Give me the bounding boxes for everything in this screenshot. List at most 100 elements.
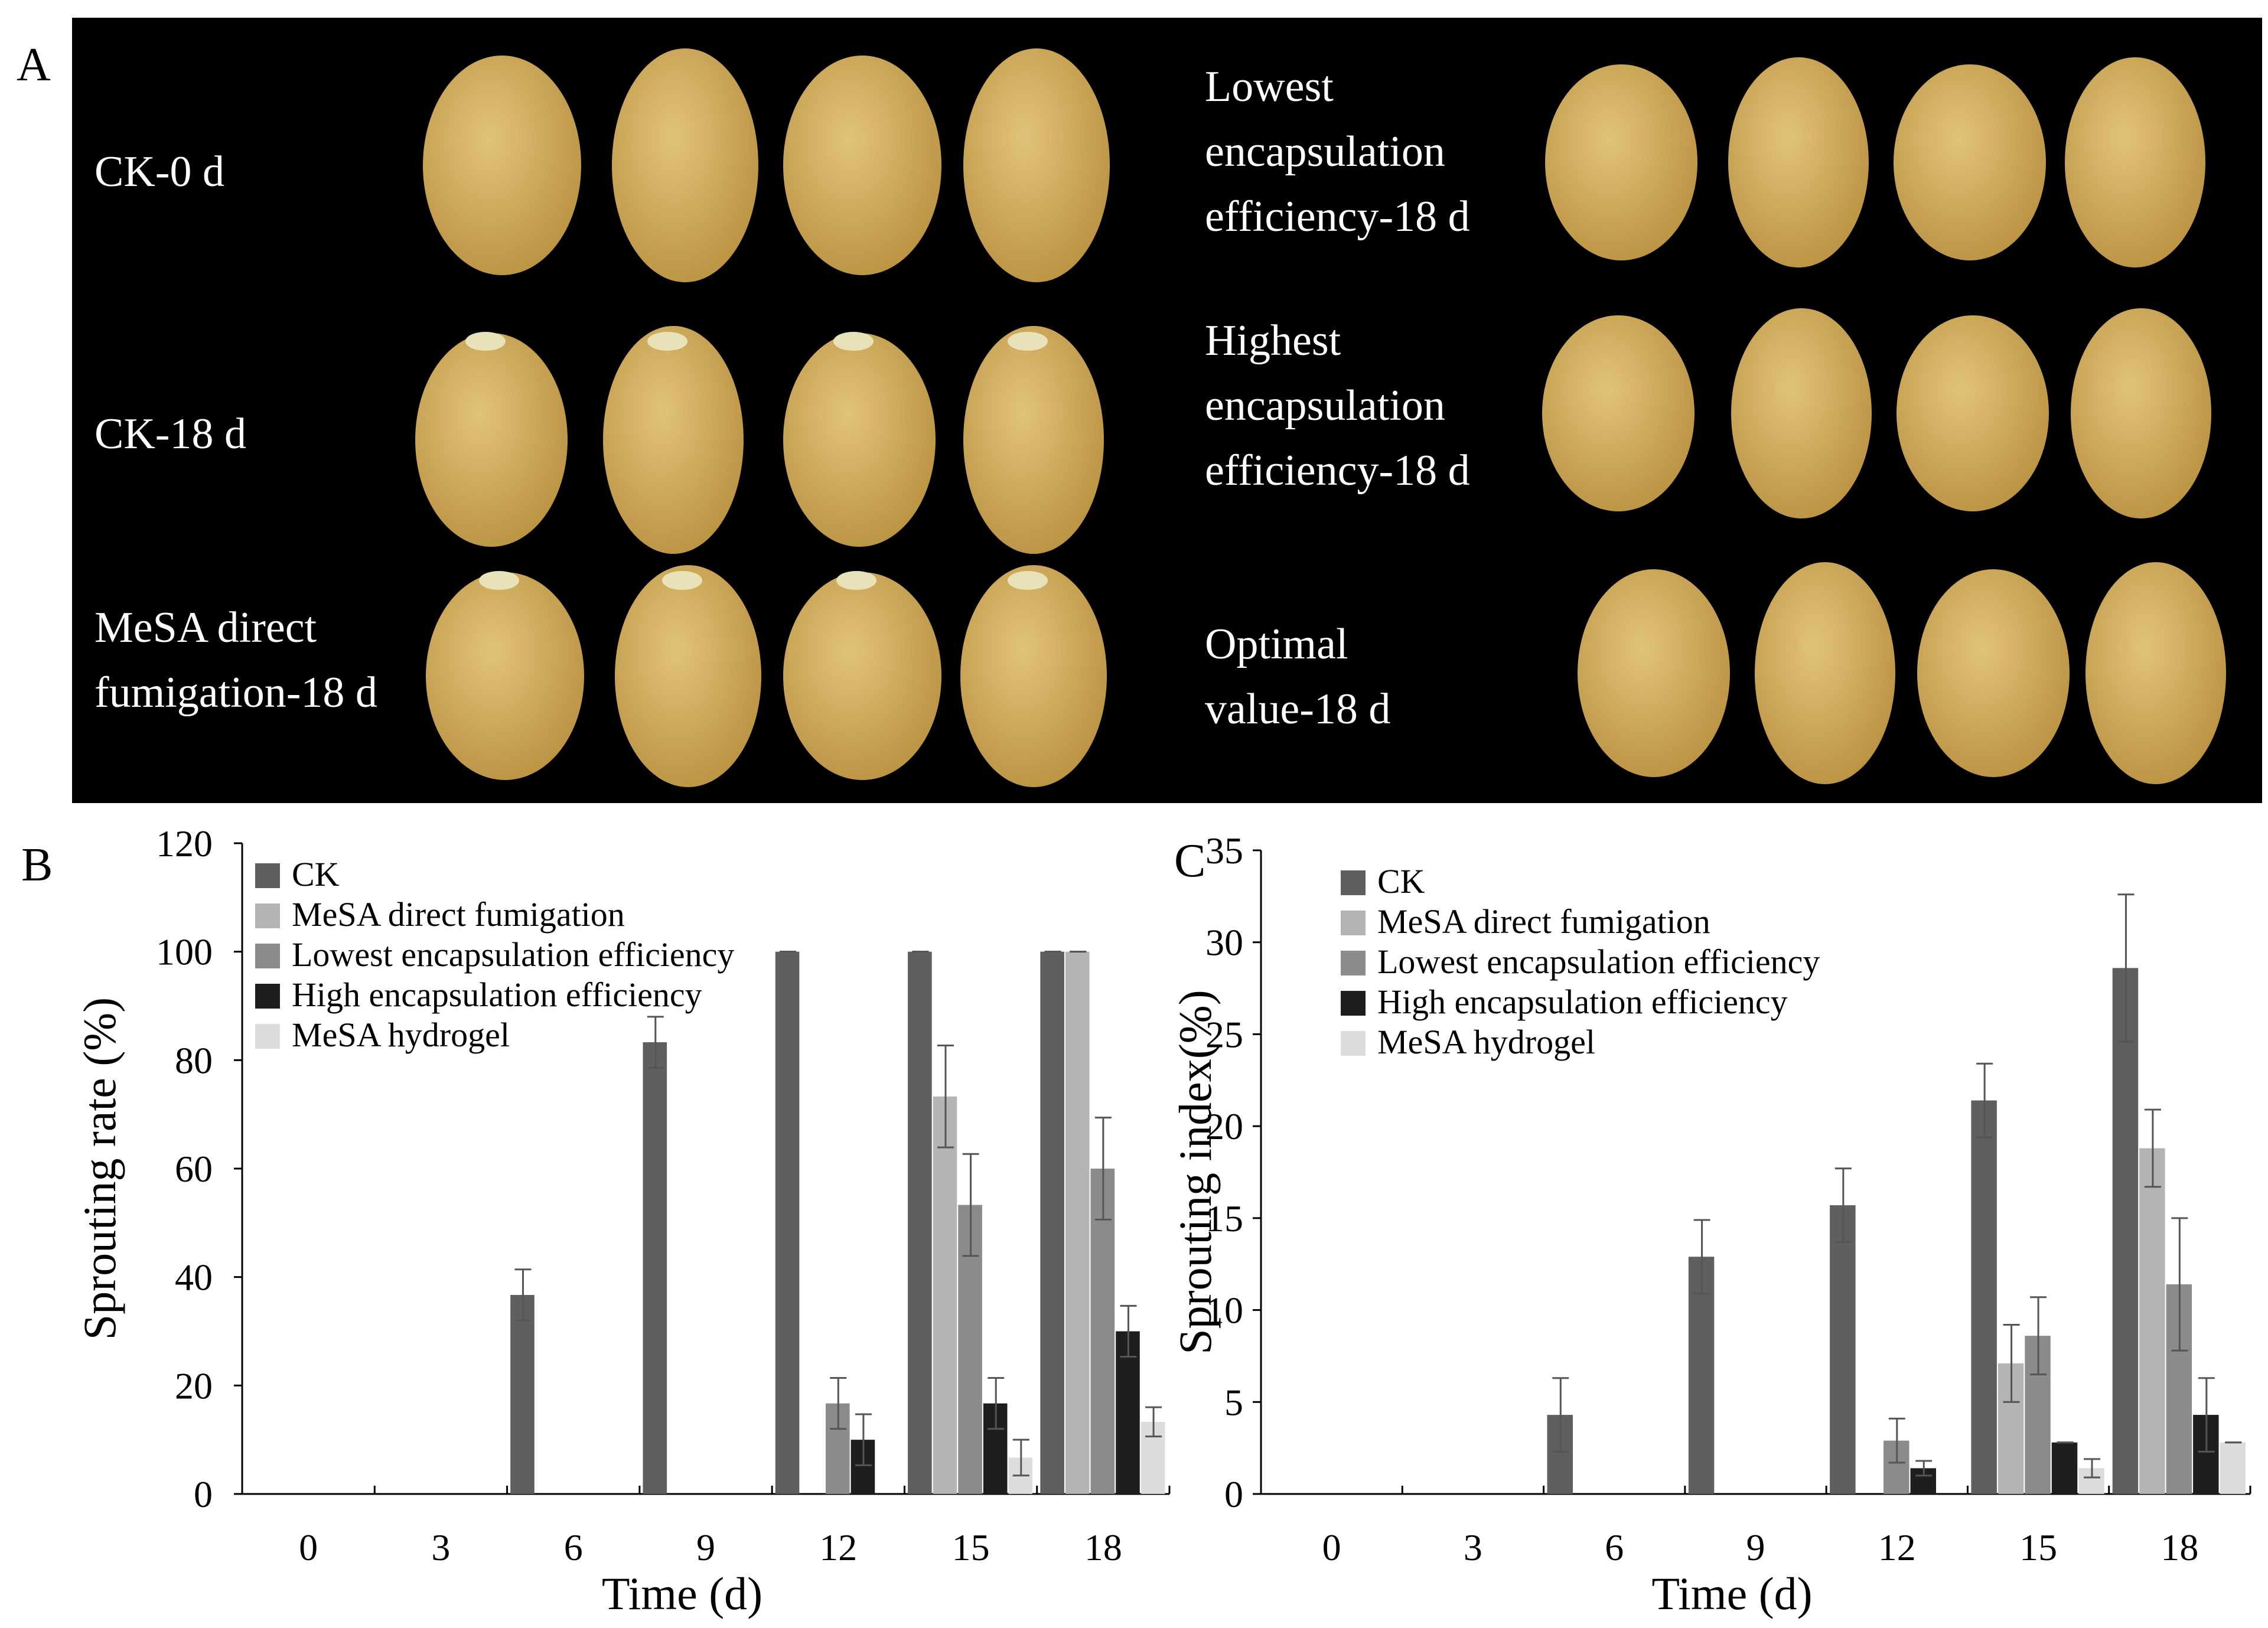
bar [510, 1294, 535, 1494]
label-line: fumigation-18 d [94, 668, 377, 717]
potato [783, 56, 941, 275]
legend-swatch [255, 903, 280, 928]
x-tick-label: 9 [696, 1526, 715, 1568]
sprout [833, 332, 874, 351]
potato-drawing [415, 48, 2226, 787]
bar [908, 951, 932, 1494]
legend-swatch [1341, 951, 1366, 976]
x-tick-label: 3 [431, 1526, 450, 1568]
potato [1755, 562, 1895, 784]
sprout [1008, 571, 1048, 590]
y-tick-label: 80 [175, 1039, 213, 1081]
potato [963, 326, 1104, 554]
legend-swatch [1341, 911, 1366, 935]
y-tick-label: 35 [1205, 830, 1243, 872]
potato [960, 565, 1107, 787]
potato [426, 572, 584, 780]
potato [1731, 308, 1872, 518]
legend-label: MeSA hydrogel [1377, 1023, 1595, 1061]
legend-label: CK [1377, 862, 1425, 901]
x-tick-label: 3 [1464, 1526, 1482, 1568]
x-tick-label: 9 [1746, 1526, 1765, 1568]
legend-swatch [1341, 991, 1366, 1016]
legend-label: High encapsulation efficiency [292, 976, 702, 1014]
bar [2112, 968, 2139, 1494]
sprout [662, 571, 702, 590]
legend-swatch [255, 863, 280, 888]
y-tick-label: 120 [156, 823, 213, 864]
bar [1688, 1257, 1715, 1494]
panel-a-letter: A [17, 39, 51, 91]
potato [2071, 308, 2211, 518]
bar [1830, 1205, 1856, 1494]
label-line: MeSA direct [94, 603, 317, 652]
label-line: encapsulation [1205, 128, 1445, 176]
y-tick-label: 0 [1224, 1473, 1243, 1515]
y-axis-title: Sprouting rate (%) [74, 997, 125, 1340]
x-axis-title: Time (d) [1651, 1568, 1812, 1619]
x-tick-label: 12 [1878, 1526, 1916, 1568]
label-line: CK-18 d [94, 410, 246, 458]
label-mesa-direct-fumigation: MeSA direct fumigation-18 d [94, 595, 377, 725]
potato [603, 326, 744, 554]
potato [1545, 64, 1697, 260]
label-line: Optimal [1205, 620, 1348, 668]
label-line: value-18 d [1205, 685, 1391, 733]
label-line: encapsulation [1205, 381, 1445, 430]
panel-b-letter: B [21, 839, 53, 891]
label-line: Lowest [1205, 63, 1334, 111]
bar [933, 1096, 957, 1494]
legend-swatch [255, 1024, 280, 1049]
label-line: efficiency-18 d [1205, 193, 1470, 241]
potato [612, 48, 758, 282]
x-tick-label: 0 [299, 1526, 318, 1568]
y-tick-label: 60 [175, 1148, 213, 1190]
label-line: efficiency-18 d [1205, 446, 1470, 495]
legend-swatch [1341, 870, 1366, 895]
y-tick-label: 15 [1205, 1198, 1243, 1239]
label-ck-18d: CK-18 d [94, 402, 246, 466]
x-tick-label: 0 [1322, 1526, 1341, 1568]
sprout [836, 571, 876, 590]
x-tick-label: 18 [2161, 1526, 2198, 1568]
potato [963, 48, 1110, 282]
potato [1894, 64, 2046, 260]
x-tick-label: 15 [952, 1526, 990, 1568]
potato [415, 333, 568, 547]
bar [2220, 1442, 2246, 1494]
sprout [479, 571, 519, 590]
potato [1542, 315, 1695, 511]
bar [775, 951, 800, 1494]
bar [1971, 1100, 1997, 1494]
sprout [465, 332, 506, 351]
x-tick-label: 18 [1084, 1526, 1122, 1568]
bar [1040, 951, 1064, 1494]
y-tick-label: 25 [1205, 1013, 1243, 1055]
bar [2051, 1442, 2078, 1494]
x-tick-label: 6 [1605, 1526, 1624, 1568]
x-tick-label: 12 [819, 1526, 857, 1568]
y-tick-label: 20 [175, 1365, 213, 1407]
legend-swatch [1341, 1031, 1366, 1056]
potato [783, 333, 936, 547]
legend-label: MeSA hydrogel [292, 1016, 510, 1054]
y-tick-label: 100 [156, 931, 213, 973]
potato [423, 56, 581, 275]
potato [783, 572, 941, 780]
bar [1090, 1169, 1115, 1494]
sprout [647, 332, 687, 351]
y-tick-label: 20 [1205, 1105, 1243, 1147]
y-tick-label: 40 [175, 1257, 213, 1299]
legend-swatch [255, 984, 280, 1009]
potato [1578, 569, 1730, 777]
y-tick-label: 5 [1224, 1381, 1243, 1423]
potato [615, 565, 761, 787]
legend-label: MeSA direct fumigation [1377, 902, 1710, 941]
label-line: Highest [1205, 317, 1341, 365]
y-tick-label: 0 [194, 1473, 213, 1515]
bar [1065, 951, 1090, 1494]
label-ck-0d: CK-0 d [94, 139, 224, 204]
label-optimal-value: Optimal value-18 d [1205, 612, 1390, 742]
label-line: CK-0 d [94, 148, 224, 196]
